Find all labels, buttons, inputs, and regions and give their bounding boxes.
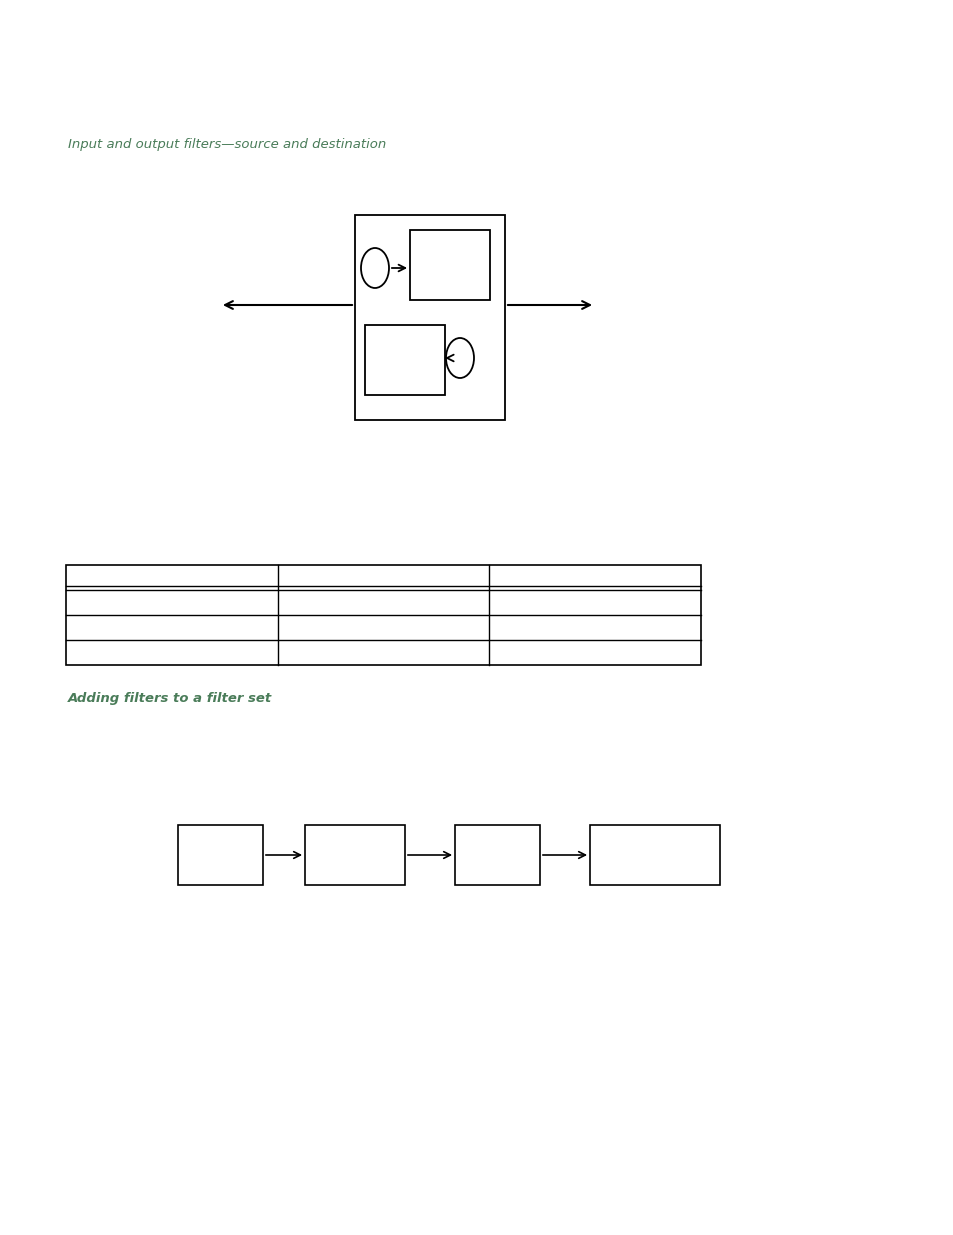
Bar — [410, 230, 490, 300]
Bar — [455, 825, 539, 885]
Bar — [178, 825, 263, 885]
Bar — [66, 564, 700, 664]
Bar — [589, 825, 720, 885]
Bar — [365, 325, 444, 395]
Bar — [355, 215, 504, 420]
Text: Input and output filters—source and destination: Input and output filters—source and dest… — [68, 138, 386, 151]
Ellipse shape — [360, 248, 389, 288]
Ellipse shape — [446, 338, 474, 378]
Bar — [305, 825, 405, 885]
Text: Adding filters to a filter set: Adding filters to a filter set — [68, 692, 272, 705]
